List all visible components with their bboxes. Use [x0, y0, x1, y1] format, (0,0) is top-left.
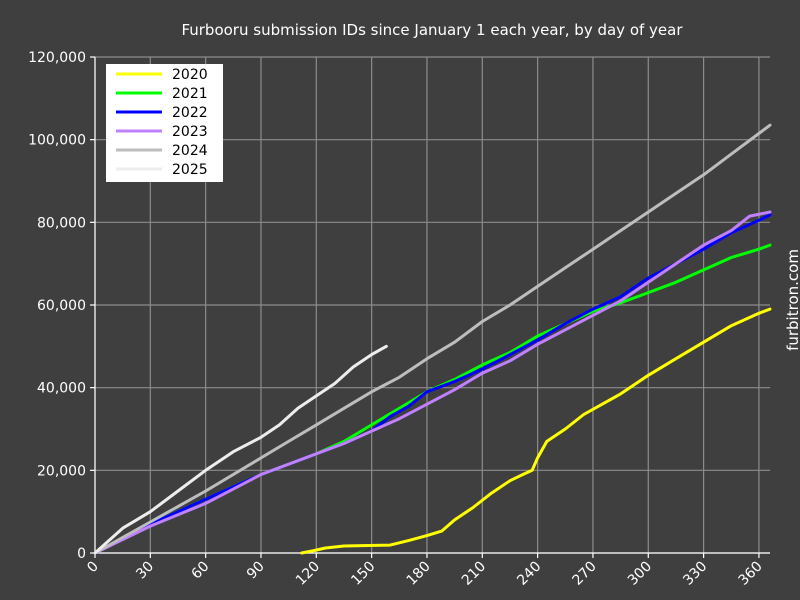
- y-tick-label: 40,000: [37, 381, 86, 397]
- y-tick-label: 100,000: [28, 133, 86, 149]
- credit-label: furbitron.com: [784, 249, 800, 351]
- legend-label: 2022: [172, 105, 208, 121]
- legend: 2020 2021 2022 2023 2024 2025: [106, 64, 223, 182]
- series-line-2025: [93, 344, 388, 555]
- chart-title: Furbooru submission IDs since January 1 …: [181, 21, 683, 39]
- legend-box: [106, 64, 223, 182]
- legend-label: 2021: [172, 86, 208, 102]
- series-lines: [93, 123, 772, 555]
- y-axis-ticks: 0 20,000 40,000 60,000 80,000 100,000 120,000: [28, 50, 95, 562]
- y-tick-label: 60,000: [37, 298, 86, 314]
- y-tick-label: 80,000: [37, 215, 86, 231]
- legend-label: 2023: [172, 124, 208, 140]
- legend-label: 2020: [172, 67, 208, 83]
- series-line-2023: [93, 210, 772, 555]
- series-line-2020: [300, 307, 772, 555]
- series-line-2024: [93, 123, 772, 555]
- y-tick-label: 20,000: [37, 463, 86, 479]
- legend-label: 2024: [172, 143, 208, 159]
- legend-label: 2025: [172, 162, 208, 178]
- y-tick-label: 120,000: [28, 50, 86, 66]
- y-tick-label: 0: [77, 546, 86, 562]
